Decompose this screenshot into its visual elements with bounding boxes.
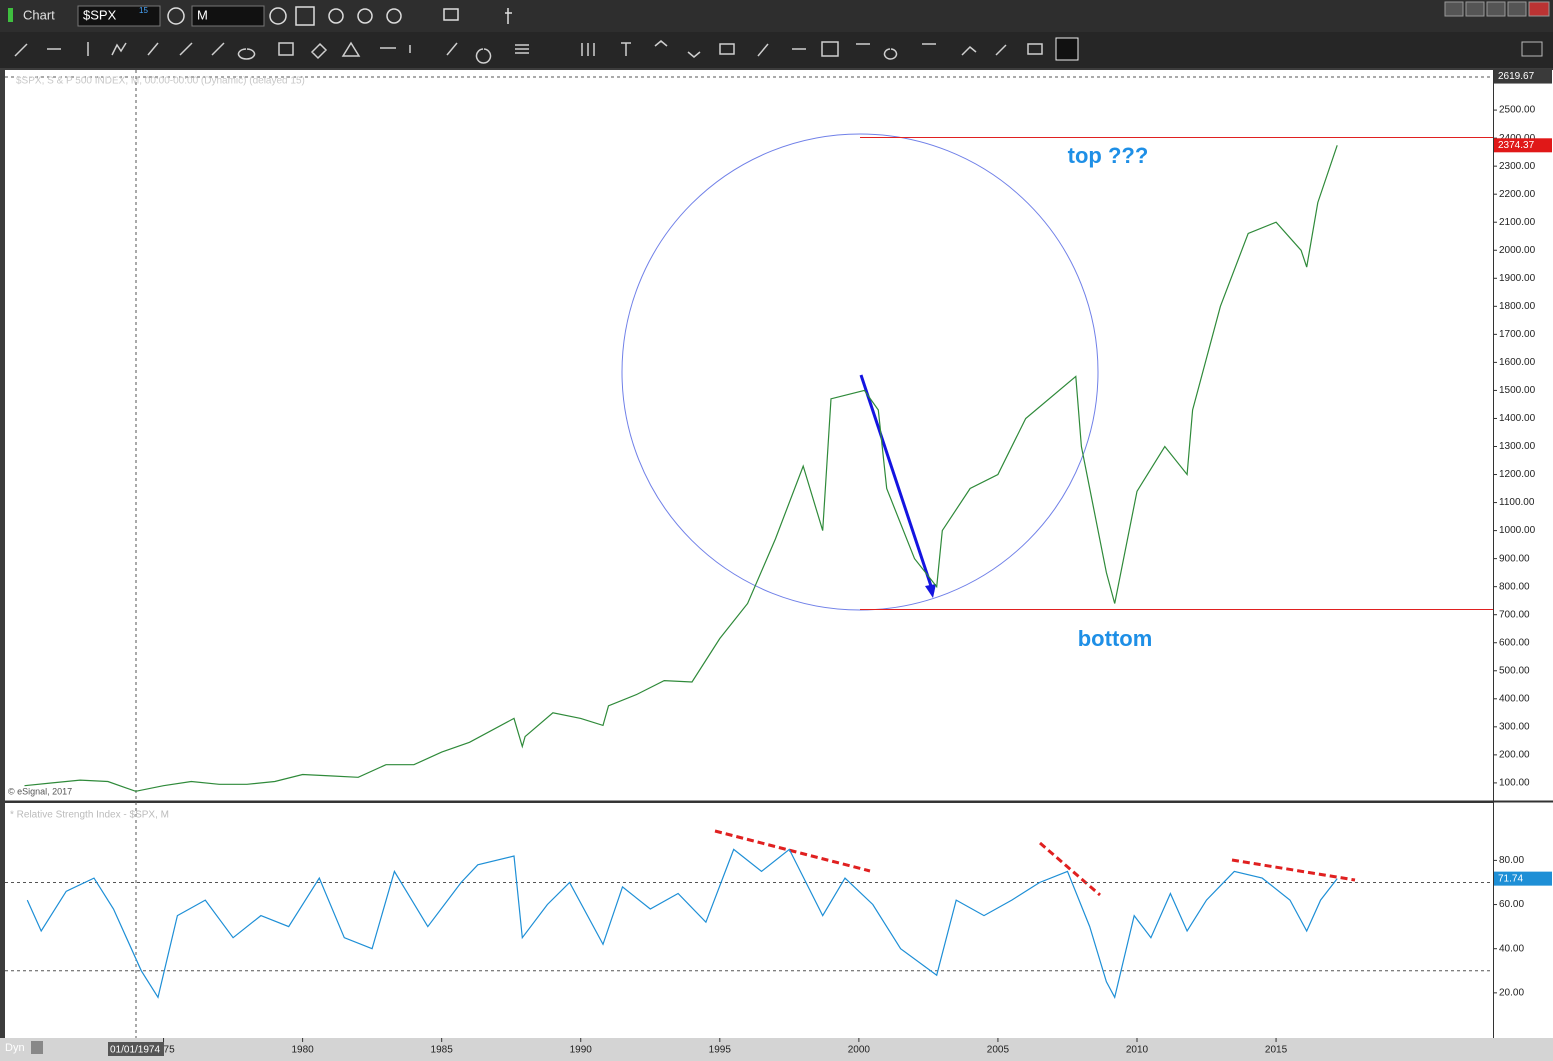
series-line — [26, 848, 1338, 999]
symbol: $SPX — [83, 7, 117, 22]
crosshair-box — [1494, 69, 1552, 84]
status-icon[interactable] — [31, 1041, 43, 1054]
symbol-box[interactable] — [77, 5, 161, 27]
cursor-date: 01/01/1974 — [110, 1045, 160, 1056]
y-tick-label: 300.00 — [1499, 721, 1530, 732]
toolbar — [0, 32, 1553, 68]
y-tick-label: 600.00 — [1499, 637, 1530, 648]
arrow-line — [859, 374, 935, 593]
x-tick-label: 1990 — [570, 1045, 593, 1056]
price-title: $SPX, S & P 500 INDEX, M, 00:00-00:00 (D… — [16, 76, 305, 87]
y-tick-label: 1300.00 — [1499, 441, 1536, 452]
drawing-tools[interactable] — [14, 40, 1043, 64]
y-tick-label: 2100.00 — [1499, 217, 1536, 228]
y-tick-label: 40.00 — [1499, 943, 1524, 954]
y-tick-label: 800.00 — [1499, 581, 1530, 592]
y-tick-label: 1400.00 — [1499, 413, 1536, 424]
x-tick-label: 2000 — [848, 1045, 871, 1056]
y-tick-label: 2400.00 — [1499, 133, 1536, 144]
y-tick-label: 900.00 — [1499, 553, 1530, 564]
magnet-tool[interactable] — [1055, 37, 1079, 61]
rsi-title: * Relative Strength Index - $SPX, M — [10, 810, 169, 821]
y-tick-label: 1100.00 — [1499, 497, 1535, 508]
y-tick-label: 1700.00 — [1499, 329, 1536, 340]
rsi-panel — [5, 803, 1493, 1038]
annotation: bottom — [1078, 626, 1153, 651]
symbol-badge: 15 — [139, 6, 148, 15]
x-tick-label: 2010 — [1126, 1045, 1149, 1056]
y-tick-label: 1900.00 — [1499, 273, 1536, 284]
y-tick-label: 1500.00 — [1499, 385, 1536, 396]
y-tick-label: 400.00 — [1499, 693, 1530, 704]
y-tick-label: 100.00 — [1499, 778, 1530, 789]
x-tick-label: 2015 — [1265, 1045, 1288, 1056]
y-tick-label: 60.00 — [1499, 899, 1524, 910]
last-value-box — [1494, 871, 1552, 886]
y-tick-label: 1200.00 — [1499, 469, 1536, 480]
panel-tool[interactable] — [1521, 41, 1543, 57]
series-line — [24, 145, 1338, 792]
y-tick-label: 2500.00 — [1499, 105, 1536, 116]
x-tick-label: 2005 — [987, 1045, 1010, 1056]
arrow-head — [925, 584, 936, 598]
window-title: Chart — [23, 7, 55, 22]
app-icon — [8, 8, 13, 22]
status: Dyn — [5, 1042, 25, 1054]
y-tick-label: 1800.00 — [1499, 301, 1536, 312]
y-tick-label: 700.00 — [1499, 609, 1530, 620]
title-icons[interactable] — [167, 6, 512, 26]
window-buttons[interactable] — [1444, 1, 1550, 17]
y-tick-label: 80.00 — [1499, 855, 1524, 866]
x-tick-label: 1980 — [291, 1045, 314, 1056]
crosshair-label: 2619.67 — [1498, 71, 1535, 82]
rsi-trendlines — [714, 829, 1356, 897]
last-value-box — [1494, 138, 1552, 153]
time-axis — [0, 1038, 1553, 1061]
source: © eSignal, 2017 — [8, 786, 72, 796]
y-tick-label: 20.00 — [1499, 987, 1524, 998]
x-tick-label: 1995 — [709, 1045, 732, 1056]
price-panel — [5, 70, 1493, 801]
interval-box[interactable] — [191, 5, 265, 27]
annotation: top ??? — [1068, 143, 1149, 168]
interval: M — [197, 7, 208, 22]
last-value-label: 71.74 — [1498, 873, 1523, 884]
y-tick-label: 500.00 — [1499, 665, 1530, 676]
x-tick-label: 1985 — [431, 1045, 454, 1056]
y-tick-label: 2300.00 — [1499, 161, 1536, 172]
y-tick-label: 1600.00 — [1499, 357, 1536, 368]
y-tick-label: 200.00 — [1499, 750, 1530, 761]
y-tick-label: 2000.00 — [1499, 245, 1536, 256]
last-value-label: 2374.37 — [1498, 140, 1535, 151]
cursor-date-box — [108, 1042, 164, 1056]
y-tick-label: 1000.00 — [1499, 525, 1536, 536]
y-tick-label: 2200.00 — [1499, 189, 1536, 200]
